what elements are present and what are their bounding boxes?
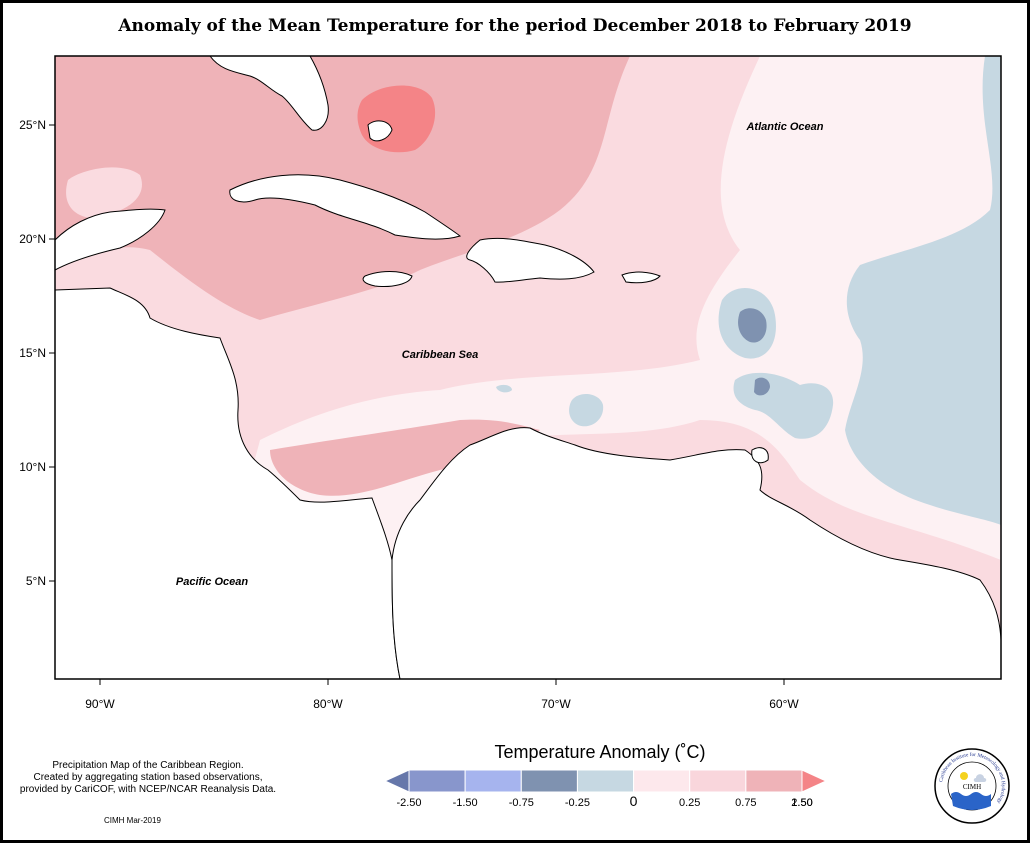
legend-label: -0.25 [565, 797, 590, 809]
land-cuba [229, 174, 462, 240]
legend-bin [576, 769, 635, 793]
legend-labels: -2.50 -1.50 -0.75 -0.25 0 0.25 0.75 1.502.50 [396, 793, 812, 809]
lat-tick-label: 10°N [19, 460, 46, 474]
map-title: Anomaly of the Mean Temperature for the … [118, 16, 912, 36]
anomaly-field [55, 56, 1001, 679]
pacific-ocean-label: Pacific Ocean [176, 576, 248, 588]
anomaly-pink-colombia-coast [270, 419, 540, 496]
lat-tick-label: 25°N [19, 118, 46, 132]
legend-label: 0.75 [735, 797, 756, 809]
anomaly-steel-antilles [738, 308, 767, 343]
longitude-axis: 90°W 80°W 70°W 60°W [85, 679, 799, 711]
map-footnote: Precipitation Map of the Caribbean Regio… [8, 760, 288, 796]
anomaly-blue-caribbean-dot [496, 384, 512, 393]
atlantic-ocean-label: Atlantic Ocean [745, 121, 823, 133]
footnote-line-3: provided by CariCOF, with NCEP/NCAR Rean… [19, 784, 277, 795]
land-bahamas-andros [367, 120, 393, 142]
legend-colorbar [383, 769, 828, 793]
land-masses [55, 56, 1001, 679]
caribbean-sea-label: Caribbean Sea [402, 349, 478, 361]
anomaly-steel-antilles-south [754, 377, 770, 396]
legend-label: 1.50 [791, 797, 812, 809]
land-puerto-rico [621, 271, 661, 284]
lat-tick-label: 15°N [19, 346, 46, 360]
legend-title: Temperature Anomaly (˚C) [494, 742, 706, 762]
lon-tick-label: 60°W [769, 697, 799, 711]
lon-tick-label: 70°W [541, 697, 571, 711]
latitude-axis: 25°N 20°N 15°N 10°N 5°N [19, 118, 55, 588]
legend-bin [633, 769, 691, 793]
lon-tick-label: 90°W [85, 697, 115, 711]
legend-label: -0.75 [509, 797, 534, 809]
anomaly-red-bahamas [357, 85, 436, 153]
plot-frame [54, 55, 1002, 680]
anomaly-pink-northwest-light [66, 167, 142, 218]
legend-label: 2.50 [791, 797, 812, 809]
legend-label: 0.25 [679, 797, 700, 809]
anomaly-blue-atlantic [845, 56, 1001, 525]
anomaly-blue-aruba [569, 393, 604, 427]
land-jamaica [362, 271, 413, 287]
land-florida [209, 56, 329, 131]
legend-bin [408, 769, 466, 793]
legend-bin [689, 769, 747, 793]
map-credit: CIMH Mar-2019 [104, 816, 161, 825]
footnote-line-1: Precipitation Map of the Caribbean Regio… [52, 760, 244, 771]
legend-label: -1.50 [453, 797, 478, 809]
legend-bin [745, 769, 803, 793]
sun-icon [960, 772, 968, 780]
logo-abbreviation: CIMH [963, 783, 981, 791]
lat-tick-label: 20°N [19, 232, 46, 246]
cimh-logo: Caribbean Institute for Meteorology and … [934, 748, 1010, 824]
legend-bin [464, 769, 522, 793]
lon-tick-label: 80°W [313, 697, 343, 711]
legend-bin [520, 769, 578, 793]
water-waves-icon [951, 792, 991, 810]
legend-bin [383, 769, 410, 793]
cloud-icon [973, 774, 987, 782]
legend-bin [801, 769, 828, 793]
legend-label: -2.50 [396, 797, 421, 809]
legend-label: 0 [630, 793, 638, 809]
land-trinidad [751, 447, 769, 464]
lat-tick-label: 5°N [26, 574, 46, 588]
land-hispaniola [466, 237, 595, 283]
footnote-line-2: Created by aggregating station based obs… [33, 772, 263, 783]
